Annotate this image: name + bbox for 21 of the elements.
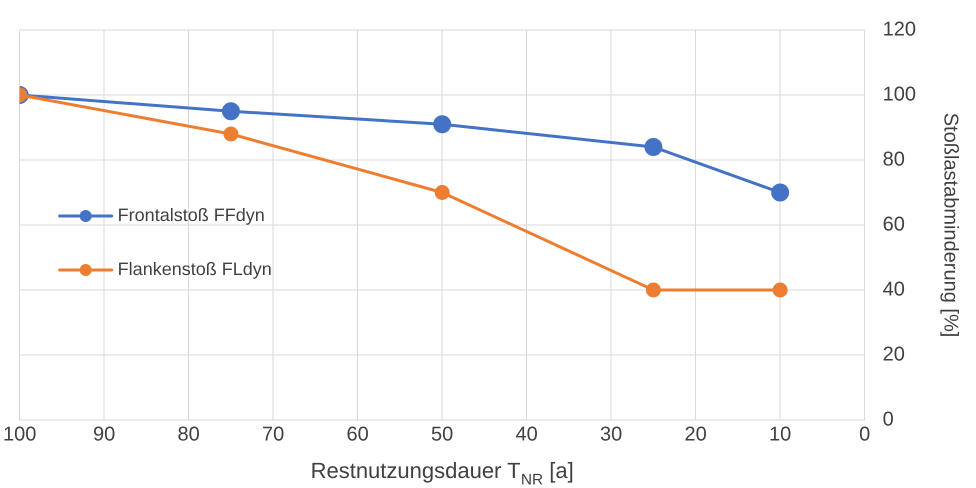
y-tick-label: 40 [882,278,905,301]
x-tick-label: 30 [600,424,622,446]
x-tick-label: 90 [93,424,116,446]
x-tick-label: 70 [262,424,284,446]
y-tick-label: 80 [882,148,905,171]
x-tick-label: 100 [2,424,36,446]
legend-label: Flankenstoß FLdyn [118,258,272,279]
x-tick-label: 60 [346,424,369,446]
x-tick-label: 80 [178,424,200,446]
x-tick-label: 20 [684,424,707,446]
y-tick-label: 120 [882,18,916,41]
x-tick-label: 50 [431,424,454,446]
legend-label: Frontalstoß FFdyn [118,204,265,225]
x-tick-label: 0 [859,424,870,446]
x-tick-label: 40 [516,424,538,446]
y-tick-label: 20 [882,344,905,366]
y-tick-label: 60 [882,214,905,236]
y-tick-label: 0 [882,408,894,431]
x-tick-label: 10 [769,424,792,446]
y-tick-label: 100 [882,84,916,106]
y-axis-title: Stoßlastabminderung [%] [939,112,962,338]
